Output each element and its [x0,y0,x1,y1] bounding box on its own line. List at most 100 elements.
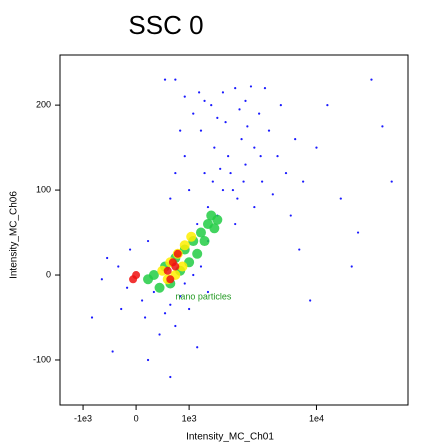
data-point [188,188,191,192]
data-point [381,125,384,128]
data-point [198,91,201,94]
data-point [267,129,271,132]
data-point [183,282,186,285]
data-point [111,350,114,353]
x-tick-label: 1e3 [182,413,197,423]
data-point [173,249,182,258]
data-point [166,275,175,284]
x-tick-label: 1e4 [309,413,324,423]
data-point [209,223,220,234]
data-point [302,180,305,183]
data-point [203,99,206,102]
data-point [163,78,167,81]
data-point [183,95,186,98]
data-point [294,138,297,141]
data-point [171,262,180,271]
data-point [163,312,167,315]
data-point [100,278,103,281]
data-point [196,346,199,349]
y-tick-label: 200 [36,99,51,109]
data-point [90,316,94,319]
x-tick-label: 0 [134,413,139,423]
data-point [199,265,203,268]
data-point [229,171,232,175]
data-point [213,146,216,149]
data-point [253,205,256,209]
data-point [196,222,199,226]
data-point [238,108,241,111]
data-point [246,125,249,128]
data-point [289,214,292,217]
data-point [183,154,186,158]
data-point [249,85,253,88]
data-point [234,222,237,226]
data-point [242,180,245,183]
data-point [143,316,147,319]
x-axis-label: Intensity_MC_Ch01 [186,432,274,443]
data-point [271,193,274,196]
data-point [211,180,214,183]
data-point [174,324,177,328]
annotation: nano particles [175,291,232,301]
x-tick-label: -1e3 [74,413,92,423]
data-point [261,180,264,183]
data-point [231,188,235,192]
data-point [192,248,203,259]
data-point [258,112,261,115]
data-point [179,129,182,132]
data-point [140,299,144,302]
data-point [339,197,342,200]
y-tick-label: 100 [36,184,51,194]
data-point [152,290,155,294]
data-point [146,239,150,243]
data-point [169,197,172,200]
data-point [356,231,360,234]
data-point [169,375,172,379]
data-point [128,248,132,251]
data-point [284,171,288,175]
chart-title: SSC 0 [128,10,203,40]
data-point [192,273,195,277]
data-point [206,290,210,294]
data-point [179,240,190,251]
data-point [212,214,223,225]
data-point [326,104,329,107]
data-point [188,307,191,311]
plot-frame [59,54,409,406]
data-point [244,163,247,166]
data-point [221,188,225,192]
data-point [240,138,243,141]
data-point [106,256,109,260]
data-point [206,205,210,209]
data-point [125,286,129,289]
y-axis-label: Intensity_MC_Ch06 [9,191,20,279]
data-point [227,154,230,158]
data-point [216,116,219,119]
data-point [195,227,206,238]
data-point [315,146,318,149]
data-point [199,236,210,247]
data-point [177,261,188,272]
data-point [263,87,267,90]
data-point [210,104,213,107]
data-point [309,299,312,302]
data-point [174,78,177,81]
data-point [234,87,237,90]
y-tick-label: 0 [46,269,51,279]
data-point [199,129,203,132]
data-point [244,99,247,102]
data-point [236,197,239,200]
data-point [174,171,177,175]
data-point [370,78,373,81]
y-tick-label: -100 [33,354,51,364]
data-point [298,248,301,251]
data-point [179,295,182,298]
data-point [279,104,282,107]
data-point [224,121,227,124]
data-point [221,91,225,94]
data-point [146,358,150,362]
data-point [143,274,154,285]
data-point [253,146,256,149]
data-point [350,265,353,268]
